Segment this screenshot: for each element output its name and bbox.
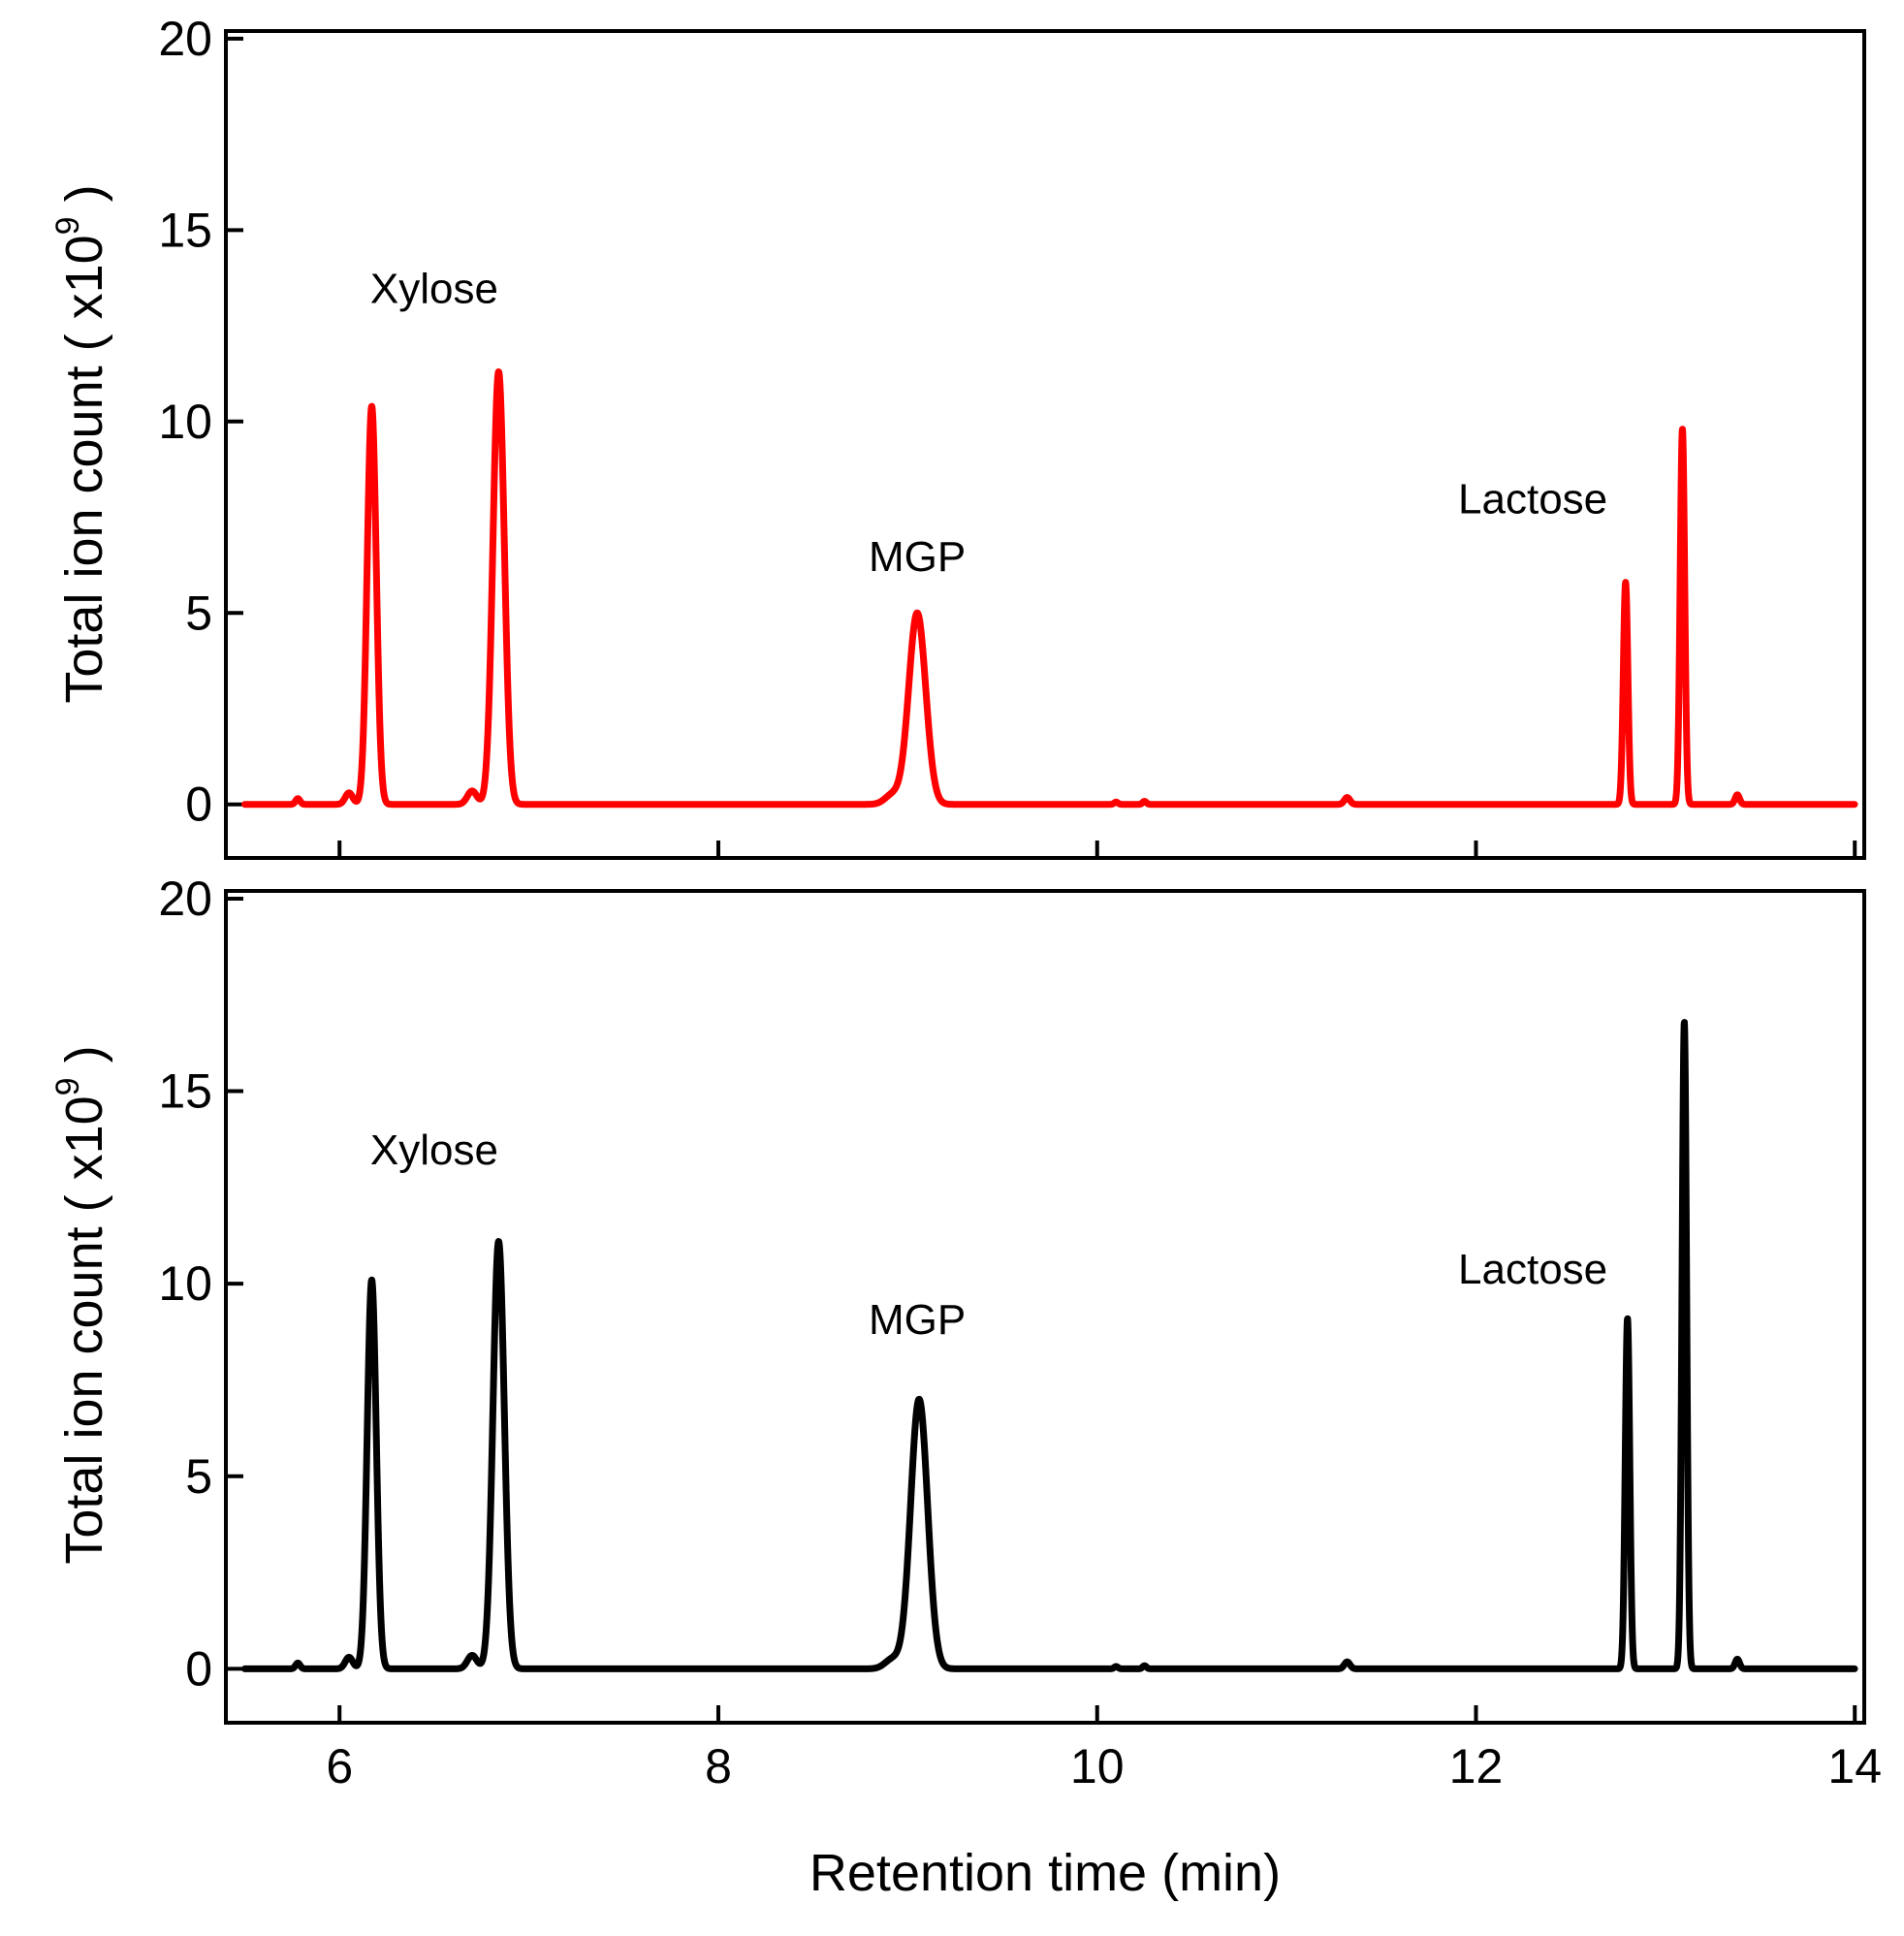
bottom-x-tick-label: 10 bbox=[1070, 1739, 1125, 1793]
bottom-y-tick-label: 15 bbox=[158, 1064, 212, 1119]
top-y-tick-label: 0 bbox=[185, 778, 212, 832]
bottom-x-tick-label: 12 bbox=[1449, 1739, 1504, 1793]
bottom-y-tick-label: 0 bbox=[185, 1641, 212, 1696]
top-y-tick-label: 15 bbox=[158, 203, 212, 257]
top-plot-frame bbox=[224, 29, 1866, 860]
top-y-ticks: 0 5 10 15 20 bbox=[158, 12, 243, 832]
top-peak-label-lactose: Lactose bbox=[1458, 476, 1607, 524]
bottom-peak-label-xylose: Xylose bbox=[370, 1127, 498, 1174]
top-trace-line bbox=[241, 368, 1858, 809]
bottom-peak-label-lactose: Lactose bbox=[1458, 1246, 1607, 1293]
bottom-x-ticks: 6 8 10 12 14 bbox=[326, 1705, 1882, 1793]
top-y-axis-title: Total ion count ( x109 ) bbox=[49, 184, 113, 703]
x-axis-title: Retention time (min) bbox=[809, 1844, 1281, 1902]
bottom-y-tick-label: 5 bbox=[185, 1449, 212, 1504]
bottom-panel: 0 5 10 15 20 6 8 10 12 14 Xylose MGP Lactose Total… bbox=[49, 872, 1882, 1793]
bottom-peak-labels: Xylose MGP Lactose bbox=[370, 1127, 1607, 1344]
top-y-tick-label: 20 bbox=[158, 12, 212, 66]
top-panel: 0 5 10 15 20 Xylose MGP Lactose Total ion coun… bbox=[49, 12, 1866, 860]
bottom-x-tick-label: 14 bbox=[1827, 1739, 1882, 1793]
top-peak-labels: Xylose MGP Lactose bbox=[370, 265, 1607, 580]
bottom-trace-line bbox=[241, 1019, 1858, 1672]
bottom-y-tick-label: 20 bbox=[158, 872, 212, 926]
bottom-y-tick-label: 10 bbox=[158, 1256, 212, 1311]
bottom-x-tick-label: 6 bbox=[326, 1739, 353, 1793]
top-x-ticks bbox=[337, 841, 1857, 858]
bottom-y-ticks: 0 5 10 15 20 bbox=[158, 872, 243, 1696]
bottom-y-axis-title: Total ion count ( x109 ) bbox=[49, 1045, 113, 1564]
bottom-peak-label-mgp: MGP bbox=[869, 1296, 966, 1344]
top-peak-label-xylose: Xylose bbox=[370, 265, 498, 312]
top-y-tick-label: 10 bbox=[158, 395, 212, 449]
top-peak-label-mgp: MGP bbox=[869, 533, 966, 581]
bottom-plot-frame bbox=[224, 889, 1866, 1725]
top-y-tick-label: 5 bbox=[185, 586, 212, 640]
bottom-x-tick-label: 8 bbox=[705, 1739, 732, 1793]
